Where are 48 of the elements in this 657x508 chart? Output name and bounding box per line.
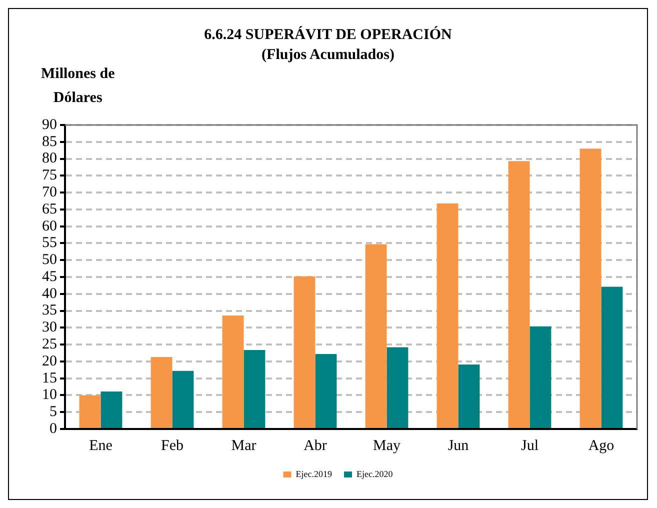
- x-tick-label: Ene: [89, 438, 113, 454]
- x-tick-label: Jul: [520, 438, 539, 454]
- bar: [365, 244, 387, 428]
- y-tick-label: 65: [42, 201, 57, 218]
- y-tick-label: 85: [42, 134, 57, 150]
- y-tick-label: 10: [42, 387, 57, 404]
- x-tick-label: Ago: [588, 438, 614, 454]
- bar: [580, 148, 602, 428]
- y-tick-label: 25: [42, 336, 57, 352]
- bar: [436, 203, 458, 428]
- bar: [458, 364, 480, 428]
- bar: [315, 354, 337, 428]
- legend-label: Ejec.2019: [296, 468, 332, 479]
- bar: [172, 370, 194, 428]
- y-tick-label: 50: [42, 252, 57, 268]
- chart-title: 6.6.24 SUPERÁVIT DE OPERACIÓN: [203, 25, 453, 45]
- y-axis-title: Millones de Dólares: [41, 65, 115, 108]
- x-tick-label: May: [373, 438, 401, 454]
- y-tick-label: 75: [42, 168, 57, 184]
- bar: [530, 326, 552, 428]
- y-tick-label: 35: [42, 302, 57, 319]
- bar: [79, 395, 101, 428]
- y-tick-label: 80: [42, 150, 57, 167]
- bar: [100, 392, 122, 428]
- bar: [601, 286, 623, 428]
- x-tick-label: Feb: [161, 438, 184, 454]
- y-tick-label: 15: [42, 370, 57, 386]
- chart-subtitle: (Flujos Acumulados): [260, 46, 396, 65]
- y-tick-label: 5: [50, 404, 57, 420]
- y-tick-label: 60: [42, 218, 57, 234]
- y-tick-label: 30: [42, 320, 57, 336]
- bar: [386, 347, 408, 428]
- y-tick-label: 70: [42, 184, 57, 200]
- x-tick-label: Abr: [304, 438, 327, 454]
- y-tick-label: 55: [42, 235, 57, 252]
- y-tick-label: 20: [42, 353, 57, 370]
- y-tick-label: 0: [50, 420, 57, 437]
- x-tick-label: Jun: [448, 438, 470, 454]
- x-tick-label: Mar: [231, 438, 256, 454]
- bar: [222, 316, 244, 428]
- y-tick-label: 40: [42, 286, 57, 302]
- bar: [244, 350, 266, 428]
- y-tick-label: 45: [42, 268, 57, 285]
- bar: [294, 276, 316, 428]
- bar: [150, 357, 172, 428]
- y-tick-label: 90: [42, 116, 57, 133]
- legend-label: Ejec.2020: [356, 468, 394, 479]
- bar: [508, 161, 530, 428]
